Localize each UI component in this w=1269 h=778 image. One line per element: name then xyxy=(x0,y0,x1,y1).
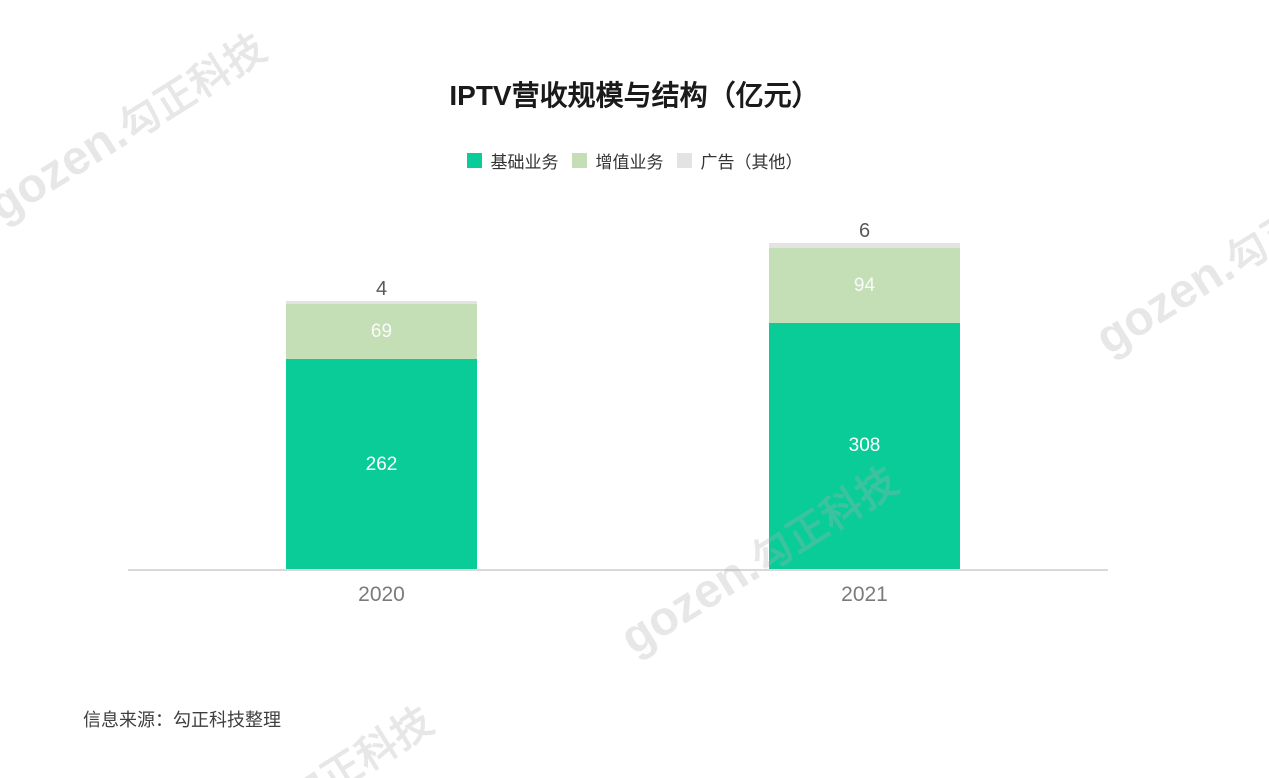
watermark-cn-text: 勾正科技 xyxy=(1218,158,1269,283)
legend-item-0: 基础业务 xyxy=(466,148,559,173)
bar-value-label-above: 4 xyxy=(375,278,388,300)
bar-value-label: 69 xyxy=(370,321,393,343)
plot-area: 4 69 262 2020 6 94 308 2021 xyxy=(128,0,1108,606)
x-axis-line xyxy=(128,569,1108,571)
watermark-bottom: gozen.勾正科技 xyxy=(144,689,443,778)
bar-segment-增值业务: 69 xyxy=(286,304,477,360)
legend-item-2: 广告（其他） xyxy=(676,148,803,173)
chart-title: IPTV营收规模与结构（亿元） xyxy=(449,80,820,111)
bar-segment-基础业务: 262 xyxy=(286,359,477,569)
watermark-right: gozen.勾正科技 xyxy=(1084,149,1269,366)
bar-segment-基础业务: 308 xyxy=(769,322,960,569)
source-note: 信息来源：勾正科技整理 xyxy=(83,710,281,730)
bar-value-label: 262 xyxy=(365,453,398,475)
legend-item-1: 增值业务 xyxy=(571,148,664,173)
bar-value-label-above: 6 xyxy=(858,220,871,242)
bar-segment-广告（其他） xyxy=(769,243,960,248)
x-axis-label-2020: 2020 xyxy=(358,583,405,606)
legend-label: 广告（其他） xyxy=(700,153,803,172)
legend-swatch-icon xyxy=(466,153,482,168)
legend-label: 增值业务 xyxy=(595,153,664,172)
legend-swatch-icon xyxy=(676,153,692,168)
stacked-bar-2021: 6 94 308 xyxy=(769,221,960,569)
legend: 基础业务 增值业务 广告（其他） xyxy=(0,148,1269,173)
watermark-logo-text: gozen. xyxy=(1086,239,1244,366)
stacked-bar-2020: 4 69 262 xyxy=(286,279,477,569)
bar-segment-增值业务: 94 xyxy=(769,247,960,323)
bar-value-label: 308 xyxy=(848,435,881,457)
bar-value-label: 94 xyxy=(853,274,876,296)
legend-label: 基础业务 xyxy=(490,153,559,172)
watermark-cn-text: 勾正科技 xyxy=(278,698,442,778)
bar-segment-广告（其他） xyxy=(286,301,477,305)
x-axis-label-2021: 2021 xyxy=(841,583,888,606)
legend-swatch-icon xyxy=(571,153,587,168)
